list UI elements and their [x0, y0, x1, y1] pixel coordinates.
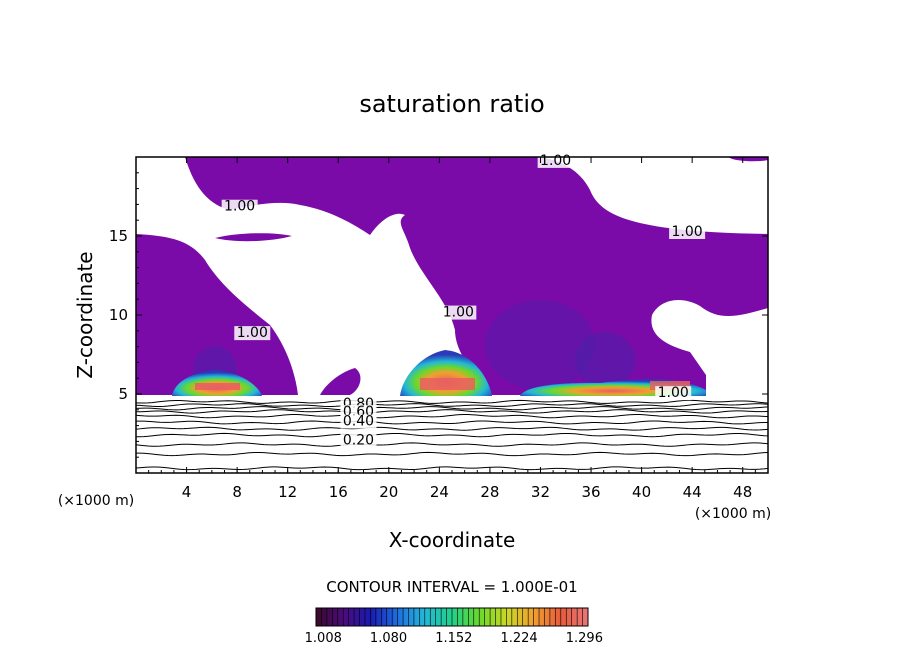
y-unit-label: (×1000 m) [58, 493, 134, 509]
x-axis-label: X-coordinate [389, 528, 516, 552]
contour-line [136, 451, 768, 457]
colorbar-tick-label: 1.224 [500, 631, 537, 646]
x-tick-label: 24 [430, 483, 449, 501]
x-tick-label: 44 [683, 483, 702, 501]
contour-fill [136, 157, 768, 396]
x-tick-label: 16 [329, 483, 348, 501]
contour-line [136, 466, 768, 471]
contour-label: 1.00 [224, 199, 255, 215]
y-axis-label: Z-coordinate [73, 251, 97, 378]
contour-line [136, 432, 768, 438]
colorbar-dividers [321, 608, 583, 626]
contour-line [136, 442, 768, 447]
x-tick-label: 36 [581, 483, 600, 501]
contour-label: 0.20 [343, 433, 374, 449]
y-axis-ticks: 5 10 15 [109, 172, 768, 458]
contour-label: 1.00 [237, 325, 268, 341]
supersaturated-region-upper [185, 157, 768, 395]
x-axis-ticks: 4 8 12 16 20 24 28 32 36 40 44 48 [148, 157, 756, 501]
contour-line [136, 413, 768, 419]
colorbar-tick-label: 1.080 [370, 631, 407, 646]
contour-label: 1.00 [672, 224, 703, 240]
contour-line [136, 399, 768, 404]
contour-line [136, 403, 768, 408]
colorbar-tick-label: 1.008 [305, 631, 342, 646]
hot-core-3 [650, 381, 690, 390]
colorbar-ticks: 1.008 1.080 1.152 1.224 1.296 [305, 631, 603, 646]
hot-core-1 [195, 383, 240, 390]
x-tick-label: 28 [480, 483, 499, 501]
contour-label: 1.00 [443, 305, 474, 321]
x-tick-label: 40 [632, 483, 651, 501]
y-tick-label: 10 [109, 306, 128, 324]
contour-line [136, 420, 768, 425]
colorbar-tick-label: 1.296 [566, 631, 603, 646]
y-tick-label: 5 [118, 385, 128, 403]
contour-label-bg [440, 305, 477, 320]
x-tick-label: 4 [182, 483, 192, 501]
contour-label-bg [234, 326, 271, 341]
chart-title: saturation ratio [359, 90, 544, 118]
contour-line [136, 409, 768, 414]
x-unit-label: (×1000 m) [695, 506, 771, 522]
hot-core-2 [420, 378, 475, 390]
x-tick-label: 32 [531, 483, 550, 501]
dark-core-1 [485, 300, 595, 390]
y-tick-label: 15 [109, 227, 128, 245]
x-tick-label: 12 [278, 483, 297, 501]
small-cloud-16km [320, 368, 361, 395]
colorbar-tick-label: 1.152 [435, 631, 472, 646]
contour-label-bg [669, 225, 706, 239]
contour-label-bg [340, 414, 377, 429]
dark-core-2 [575, 332, 635, 388]
contour-interval: CONTOUR INTERVAL = 1.000E-01 [326, 578, 577, 596]
x-tick-label: 8 [232, 483, 242, 501]
contour-label-bg [340, 433, 377, 448]
colorbar: 1.008 1.080 1.152 1.224 1.296 [305, 607, 603, 646]
supersaturated-region-left [136, 234, 298, 395]
x-tick-label: 48 [733, 483, 752, 501]
x-tick-label: 20 [379, 483, 398, 501]
contour-line [136, 406, 768, 411]
contour-label: 0.40 [343, 414, 374, 430]
supersaturated-strip [215, 233, 292, 242]
contour-label-bg [655, 386, 692, 401]
contour-label-bg [221, 199, 258, 214]
contour-label: 1.00 [540, 153, 571, 169]
subsaturated-contours [136, 399, 768, 471]
contour-label: 1.00 [658, 385, 689, 401]
contour-line [136, 426, 768, 431]
